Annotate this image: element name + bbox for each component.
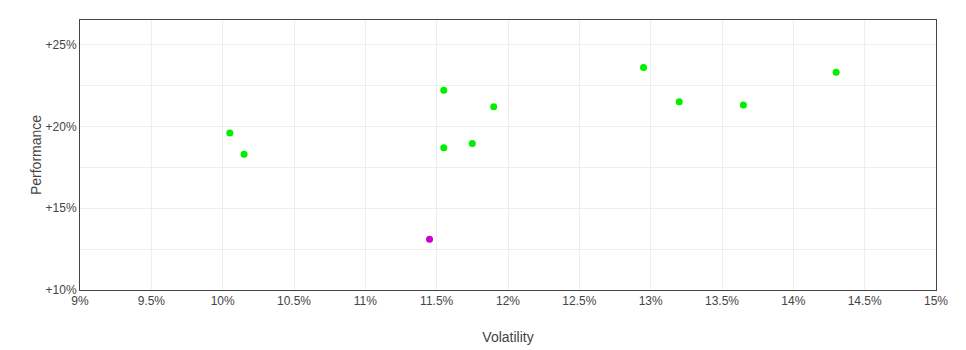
svg-text:9.5%: 9.5% (138, 294, 166, 308)
svg-text:11%: 11% (354, 294, 377, 308)
svg-text:14.5%: 14.5% (848, 294, 882, 308)
svg-text:11.5%: 11.5% (420, 294, 453, 308)
svg-text:+25%: +25% (46, 38, 77, 52)
svg-text:Volatility: Volatility (482, 329, 533, 345)
svg-text:15%: 15% (924, 294, 948, 308)
svg-text:13.5%: 13.5% (705, 294, 739, 308)
svg-text:+10%: +10% (46, 283, 77, 297)
svg-text:13%: 13% (639, 294, 663, 308)
svg-text:+15%: +15% (46, 201, 77, 215)
svg-text:12%: 12% (496, 294, 520, 308)
svg-text:10%: 10% (211, 294, 235, 308)
svg-text:12.5%: 12.5% (562, 294, 596, 308)
svg-text:+20%: +20% (46, 120, 77, 134)
svg-text:9%: 9% (71, 294, 89, 308)
svg-text:14%: 14% (781, 294, 805, 308)
svg-text:Performance: Performance (28, 115, 44, 195)
svg-text:10.5%: 10.5% (277, 294, 311, 308)
